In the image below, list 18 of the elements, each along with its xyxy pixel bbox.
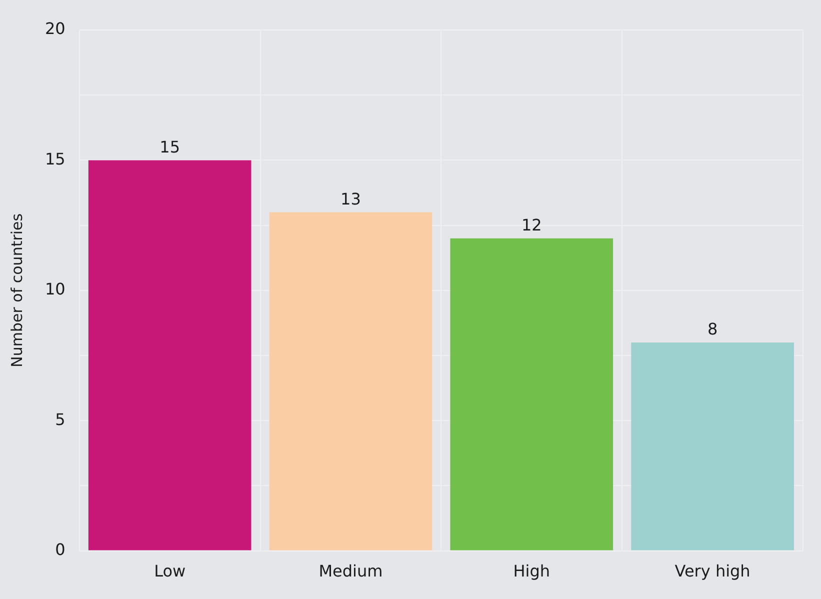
bar bbox=[450, 238, 614, 550]
data-label: 12 bbox=[521, 215, 542, 234]
x-tick-label: High bbox=[513, 562, 550, 581]
y-tick-label: 5 bbox=[55, 410, 66, 429]
y-axis-title: Number of countries bbox=[8, 213, 26, 368]
data-label: 8 bbox=[707, 320, 718, 339]
x-tick-label: Very high bbox=[674, 562, 750, 581]
bar bbox=[269, 212, 432, 550]
data-label: 15 bbox=[160, 137, 180, 156]
data-label: 13 bbox=[340, 189, 361, 208]
y-tick-label: 15 bbox=[45, 149, 66, 168]
bar bbox=[631, 342, 794, 550]
y-tick-label: 0 bbox=[55, 540, 66, 559]
x-tick-label: Low bbox=[154, 562, 186, 581]
y-tick-label: 10 bbox=[45, 280, 66, 299]
bar bbox=[88, 160, 252, 550]
y-tick-label: 20 bbox=[45, 19, 66, 38]
x-tick-label: Medium bbox=[318, 562, 383, 581]
